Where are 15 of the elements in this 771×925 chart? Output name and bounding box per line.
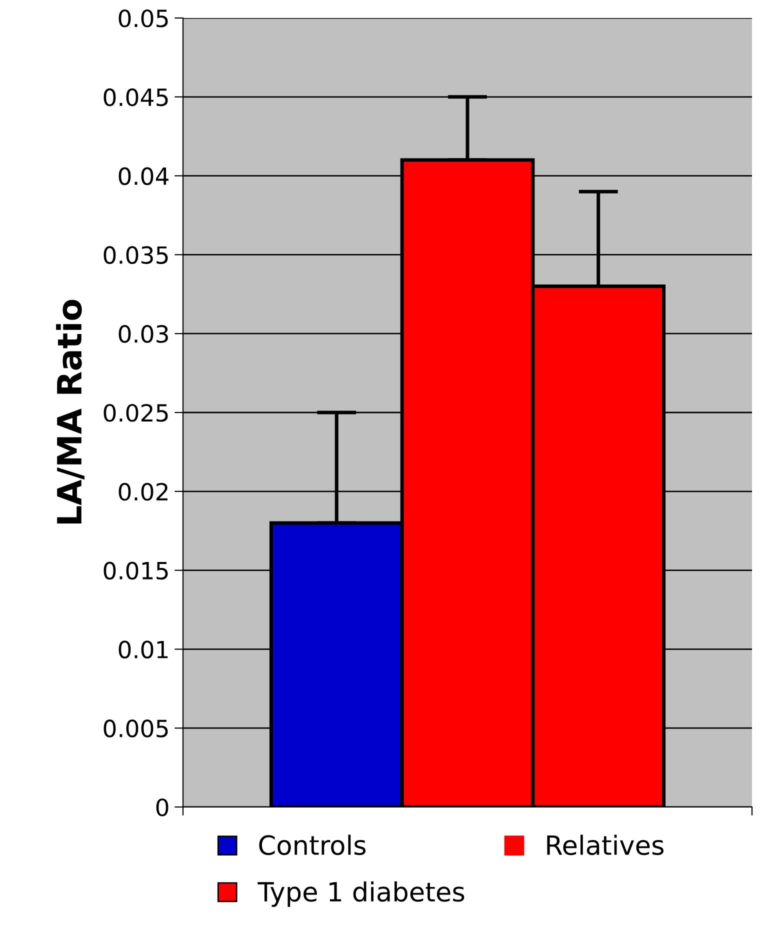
y-tick-label: 0 bbox=[156, 798, 168, 816]
legend-label: Controls bbox=[259, 834, 366, 856]
y-tick-label: 0.04 bbox=[118, 167, 168, 186]
y-tick-label: 0.035 bbox=[104, 246, 168, 264]
y-tick-label: 0.045 bbox=[104, 88, 168, 106]
y-tick-label: 0.025 bbox=[104, 404, 168, 422]
y-tick-label: 0.05 bbox=[118, 9, 168, 28]
y-axis-title: LA/MA Ratio bbox=[56, 300, 84, 524]
legend-label: Type 1 diabetes bbox=[258, 881, 464, 907]
y-tick-label: 0.02 bbox=[118, 482, 168, 501]
y-tick-label: 0.03 bbox=[118, 325, 168, 343]
y-tick-label: 0.005 bbox=[104, 720, 168, 738]
y-tick-label: 0.01 bbox=[118, 640, 168, 659]
legend-label: Relatives bbox=[547, 834, 664, 856]
y-tick-label: 0.015 bbox=[104, 562, 168, 580]
